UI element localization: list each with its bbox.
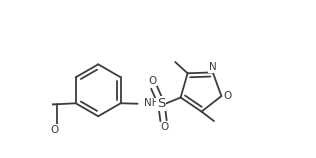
Text: NH: NH: [144, 98, 160, 108]
Text: S: S: [157, 97, 166, 110]
Text: O: O: [50, 125, 58, 135]
Text: O: O: [224, 91, 232, 101]
Text: N: N: [209, 62, 217, 72]
Text: O: O: [148, 76, 156, 86]
Text: O: O: [160, 122, 168, 132]
